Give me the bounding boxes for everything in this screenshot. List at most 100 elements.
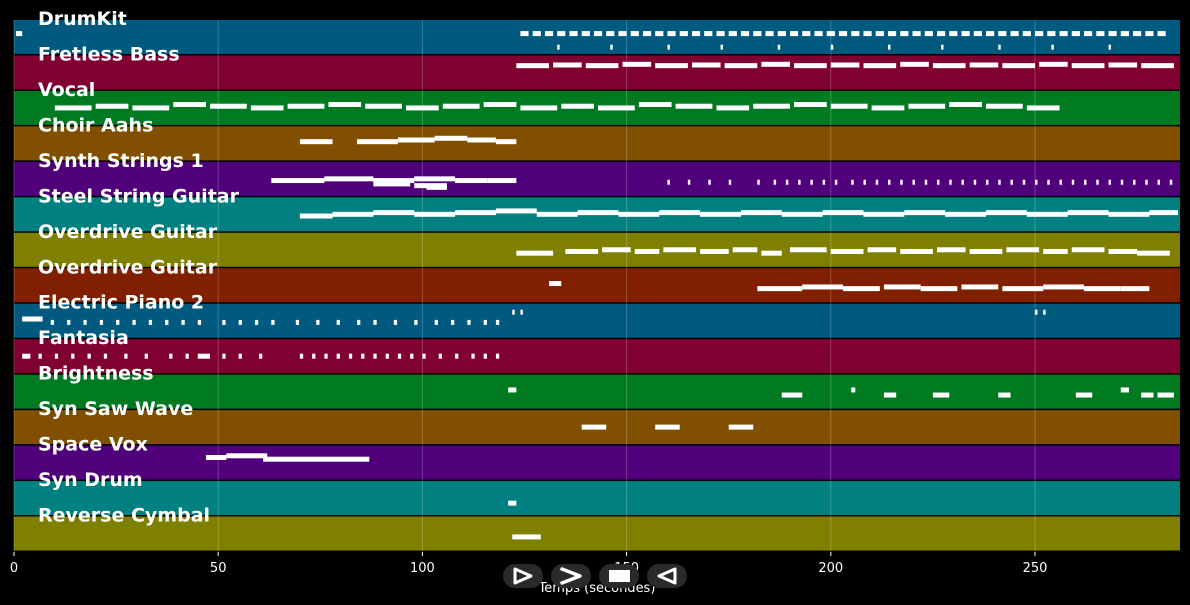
note xyxy=(397,137,435,143)
note xyxy=(508,500,517,506)
note xyxy=(1108,44,1111,50)
note xyxy=(165,319,169,325)
note xyxy=(553,62,582,68)
note xyxy=(1145,31,1154,37)
note xyxy=(1043,309,1046,315)
note xyxy=(1120,179,1124,185)
note xyxy=(618,31,627,37)
note xyxy=(508,387,517,393)
note xyxy=(691,62,721,68)
stop-icon xyxy=(609,570,630,582)
note xyxy=(455,210,496,216)
note xyxy=(802,31,811,37)
note xyxy=(757,179,760,185)
note xyxy=(434,135,468,141)
note xyxy=(757,286,803,292)
notes-layer xyxy=(16,31,1178,540)
play-button[interactable] xyxy=(503,564,543,588)
note xyxy=(222,353,226,359)
track-band xyxy=(14,445,1180,480)
note xyxy=(455,178,488,184)
note xyxy=(569,31,578,37)
track-label: Fantasia xyxy=(38,327,129,349)
note xyxy=(1067,210,1109,216)
note xyxy=(373,319,377,325)
note xyxy=(561,103,594,109)
note xyxy=(1096,179,1099,185)
note xyxy=(830,62,860,68)
track-label: Fretless Bass xyxy=(38,43,180,65)
note xyxy=(373,353,377,359)
track-band xyxy=(14,161,1180,196)
note xyxy=(467,137,496,143)
note xyxy=(1120,31,1129,37)
track-band xyxy=(14,90,1180,125)
track-label: Overdrive Guitar xyxy=(38,221,218,243)
note xyxy=(1002,286,1044,292)
note xyxy=(357,319,361,325)
note xyxy=(250,105,284,111)
note xyxy=(1035,309,1038,315)
note xyxy=(87,353,91,359)
note xyxy=(598,105,635,111)
track-band xyxy=(14,374,1180,409)
note xyxy=(900,61,929,67)
note xyxy=(259,353,263,359)
note xyxy=(99,319,104,325)
note xyxy=(495,208,537,214)
note xyxy=(557,31,566,37)
note xyxy=(67,319,71,325)
note xyxy=(312,353,316,359)
note xyxy=(765,31,774,37)
note xyxy=(577,210,619,216)
note xyxy=(871,105,905,111)
note xyxy=(385,353,389,359)
x-tick-label: 250 xyxy=(1023,561,1048,576)
note xyxy=(54,353,59,359)
stop-button[interactable] xyxy=(599,564,639,588)
track-label: Syn Saw Wave xyxy=(38,398,193,420)
note xyxy=(961,284,999,290)
note xyxy=(622,61,652,67)
note xyxy=(1002,63,1036,69)
note xyxy=(900,179,903,185)
note xyxy=(271,178,325,184)
note xyxy=(124,353,128,359)
note xyxy=(936,179,940,185)
note xyxy=(373,178,415,184)
note xyxy=(720,44,723,50)
note xyxy=(332,211,374,217)
note xyxy=(414,211,456,217)
rewind-button[interactable] xyxy=(647,564,687,588)
note xyxy=(924,179,928,185)
note xyxy=(144,353,148,359)
note xyxy=(667,31,676,37)
note xyxy=(642,31,652,37)
note xyxy=(740,31,750,37)
note xyxy=(544,31,554,37)
note xyxy=(998,44,1001,50)
note xyxy=(969,62,999,68)
track-label: Choir Aahs xyxy=(38,114,153,136)
note xyxy=(949,31,958,37)
note xyxy=(348,353,353,359)
note xyxy=(512,309,515,315)
note xyxy=(863,63,897,69)
forward-button[interactable] xyxy=(551,564,591,588)
rewind-outline-icon xyxy=(657,567,677,585)
note xyxy=(998,31,1007,37)
note xyxy=(1108,31,1117,37)
note xyxy=(1145,179,1148,185)
note xyxy=(516,63,550,69)
track-label: Reverse Cymbal xyxy=(38,505,210,527)
note xyxy=(941,44,944,50)
note xyxy=(1137,250,1170,256)
note xyxy=(512,534,541,540)
note xyxy=(887,44,891,50)
note xyxy=(606,31,615,37)
note xyxy=(1096,31,1105,37)
note xyxy=(254,319,259,325)
note xyxy=(581,424,607,430)
note xyxy=(495,353,500,359)
note xyxy=(777,31,786,37)
